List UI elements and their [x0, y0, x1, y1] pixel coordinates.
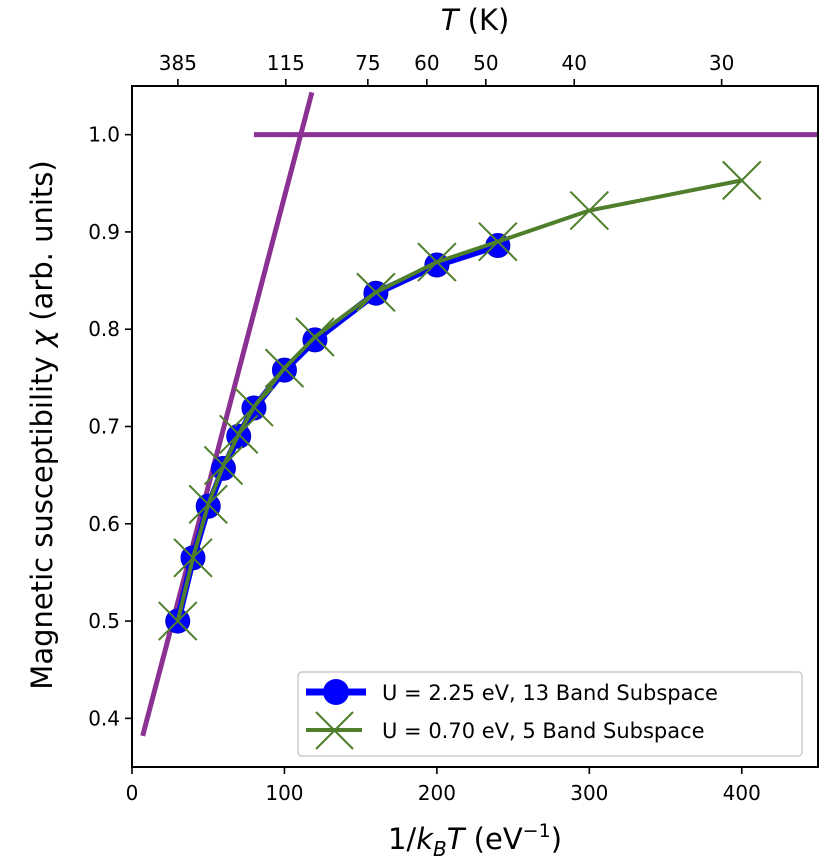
y-tick-label: 0.4: [88, 706, 120, 730]
y-tick-label: 1.0: [88, 123, 120, 147]
high-temperature-fit: [140, 91, 315, 737]
y-tick-label: 0.9: [88, 220, 120, 244]
legend-entry-series-0: U = 2.25 eV, 13 Band Subspace: [306, 679, 718, 705]
series-layer: [158, 160, 762, 641]
plot-area: 0 100 200 300 400 0.4 0.5 0.6 0.7 0.8 0.9 1.0 385 1…: [88, 51, 819, 805]
top-tick-label: 50: [473, 51, 498, 75]
y-tick-label: 0.8: [88, 317, 120, 341]
legend-frame: [297, 671, 803, 757]
legend-x-marker-icon: [315, 711, 354, 750]
x-tick-label: 200: [418, 781, 456, 805]
top-tick-label: 60: [414, 51, 439, 75]
series-1-point: [219, 414, 259, 454]
series-1-point: [356, 272, 396, 312]
y-axis-label: Magnetic susceptibility χ (arb. units): [25, 160, 59, 689]
y-tick-label: 0.7: [88, 415, 120, 439]
top-x-axis-label: T (K): [441, 3, 510, 37]
x-axis: 0 100 200 300 400: [126, 767, 761, 805]
top-tick-label: 75: [355, 51, 380, 75]
x-tick-label: 0: [126, 781, 139, 805]
x-axis-label: 1/kBT (eV−1): [388, 820, 562, 861]
x-tick-label: 400: [723, 781, 761, 805]
legend-label-series-0: U = 2.25 eV, 13 Band Subspace: [382, 681, 718, 705]
x-tick-label: 100: [265, 781, 303, 805]
x-tick-label: 300: [570, 781, 608, 805]
y-tick-label: 0.6: [88, 512, 120, 536]
top-tick-label: 30: [709, 51, 734, 75]
series-1-point: [722, 160, 762, 201]
legend-label-series-1: U = 0.70 eV, 5 Band Subspace: [382, 719, 705, 743]
series-0-line: [174, 242, 499, 622]
top-tick-label: 40: [562, 51, 587, 75]
y-axis: 0.4 0.5 0.6 0.7 0.8 0.9 1.0: [88, 123, 132, 730]
series-1-point: [203, 445, 244, 486]
series-1-point: [158, 601, 198, 641]
top-tick-label: 115: [267, 51, 305, 75]
series-1-point: [188, 484, 228, 525]
series-1-point: [417, 242, 457, 282]
legend-entry-series-1: U = 0.70 eV, 5 Band Subspace: [306, 711, 705, 750]
series-1-point: [295, 317, 335, 357]
top-x-axis: 385 115 75 60 50 40 30: [159, 51, 734, 86]
series-1-point: [569, 190, 610, 231]
series-1-point: [478, 221, 518, 262]
legend: U = 2.25 eV, 13 Band Subspace U = 0.70 e…: [297, 671, 803, 757]
top-tick-label: 385: [159, 51, 197, 75]
series-1-point: [234, 387, 274, 427]
legend-circle-marker-icon: [323, 679, 349, 705]
y-tick-label: 0.5: [88, 609, 120, 633]
series-1-point: [173, 538, 213, 578]
